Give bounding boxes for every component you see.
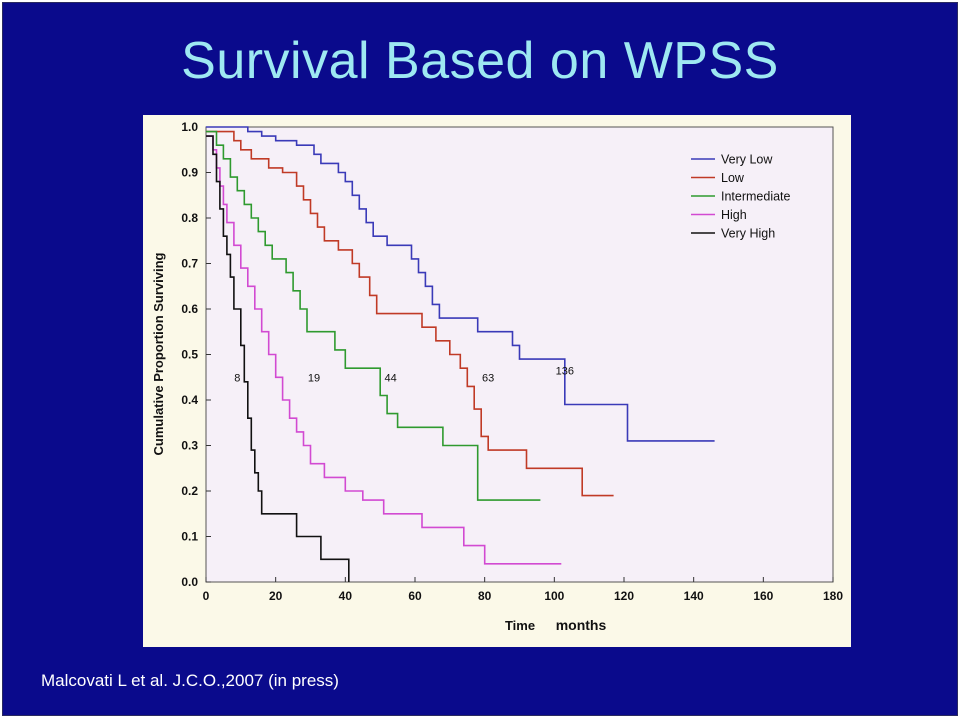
y-tick-label: 1.0 — [181, 120, 198, 134]
x-axis-title: Time — [505, 618, 535, 633]
y-tick-label: 0.0 — [181, 575, 198, 589]
y-tick-label: 0.2 — [181, 484, 198, 498]
y-tick-label: 0.1 — [181, 530, 198, 544]
count-annotation: 44 — [384, 372, 396, 384]
x-tick-label: 20 — [269, 589, 283, 603]
x-axis-unit: months — [556, 617, 607, 633]
x-tick-label: 100 — [544, 589, 564, 603]
y-tick-label: 0.5 — [181, 348, 198, 362]
x-tick-label: 140 — [684, 589, 704, 603]
x-tick-label: 160 — [753, 589, 773, 603]
citation-text: Malcovati L et al. J.C.O.,2007 (in press… — [41, 671, 339, 690]
count-annotation: 8 — [234, 372, 240, 384]
y-tick-label: 0.9 — [181, 166, 198, 180]
x-tick-label: 60 — [408, 589, 422, 603]
count-annotation: 63 — [482, 372, 494, 384]
y-tick-label: 0.6 — [181, 302, 198, 316]
series-line-low — [206, 130, 614, 497]
legend-label: High — [721, 208, 747, 222]
count-annotation: 136 — [556, 365, 574, 377]
x-tick-label: 180 — [823, 589, 843, 603]
legend-label: Intermediate — [721, 190, 791, 204]
series-line-high — [206, 135, 562, 565]
legend-label: Low — [721, 171, 745, 185]
x-tick-label: 40 — [339, 589, 353, 603]
y-tick-label: 0.3 — [181, 439, 198, 453]
x-tick-label: 120 — [614, 589, 634, 603]
y-tick-label: 0.4 — [181, 393, 198, 407]
survival-chart: 0 20 40 60 80 100 120 140 160 180 0.0 0.1 0.2 0.3 0.4 0… — [151, 120, 843, 633]
x-tick-label: 80 — [478, 589, 492, 603]
y-tick-label: 0.8 — [181, 211, 198, 225]
series-line-intermediate — [206, 130, 541, 501]
chart-panel: 0 20 40 60 80 100 120 140 160 180 0.0 0.1 0.2 0.3 0.4 0… — [143, 115, 851, 647]
legend-label: Very High — [721, 227, 775, 241]
slide-title: Survival Based on WPSS — [181, 32, 779, 90]
series-line-very-low — [206, 126, 715, 442]
y-axis-title: Cumulative Proportion Surviving — [151, 252, 166, 455]
series-line-very-high — [206, 135, 350, 582]
legend-label: Very Low — [721, 153, 773, 167]
x-tick-label: 0 — [203, 589, 210, 603]
y-tick-label: 0.7 — [181, 257, 198, 271]
count-annotation: 19 — [308, 372, 320, 384]
